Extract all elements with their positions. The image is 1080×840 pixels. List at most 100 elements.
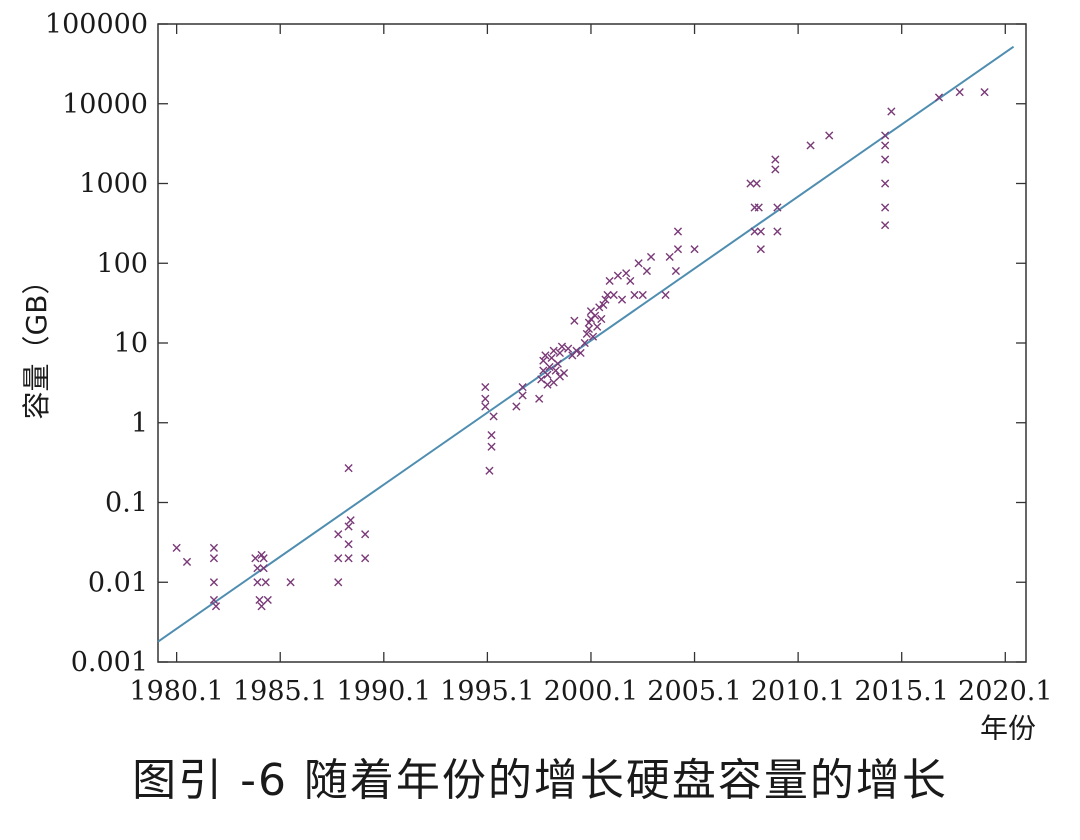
data-point <box>773 203 782 212</box>
data-point <box>549 378 558 387</box>
data-point <box>570 316 579 325</box>
data-point <box>547 353 556 363</box>
data-point <box>487 442 496 451</box>
data-point <box>756 227 765 236</box>
data-point <box>626 276 635 286</box>
x-tick-label: 1995.1 <box>440 676 534 707</box>
data-point <box>255 595 264 605</box>
data-point <box>481 394 490 403</box>
data-point <box>555 348 564 358</box>
y-axis-label: 容量（GB） <box>20 267 53 420</box>
data-point <box>887 107 896 116</box>
data-point <box>549 346 558 355</box>
data-point <box>209 595 219 605</box>
x-tick-label: 2015.1 <box>854 676 948 707</box>
y-tick-label: 1000 <box>79 169 148 200</box>
x-axis-label: 年份 <box>980 712 1036 740</box>
data-point <box>564 344 573 353</box>
data-point <box>754 203 763 212</box>
data-point <box>344 464 353 473</box>
data-point <box>603 290 612 300</box>
data-point <box>209 578 219 587</box>
data-point <box>489 412 498 421</box>
y-tick-label: 100000 <box>45 9 148 40</box>
data-point <box>634 259 643 268</box>
scatter-chart: 0.001 0.01 0.1 1 10 100 1000 10000 100000 1980.1… <box>20 9 1053 740</box>
plot-frame <box>157 23 1027 663</box>
data-point <box>771 165 780 174</box>
data-point <box>771 155 780 164</box>
data-point <box>182 557 192 566</box>
data-point <box>334 530 343 539</box>
data-point <box>572 346 581 355</box>
data-point <box>361 554 370 563</box>
data-point <box>593 322 602 331</box>
y-tick-label: 0.001 <box>71 647 148 678</box>
data-point <box>261 578 270 587</box>
data-point <box>344 522 353 531</box>
y-tick-label: 0.1 <box>105 488 148 519</box>
data-point <box>642 266 651 276</box>
data-point <box>756 245 765 254</box>
y-tick-label: 10000 <box>62 89 148 120</box>
y-tick-label: 10 <box>114 328 148 359</box>
data-point <box>518 382 527 392</box>
data-point <box>334 554 343 563</box>
figure-caption: 图引 -6 随着年份的增长硬盘容量的增长 <box>132 755 948 806</box>
data-point <box>557 342 567 351</box>
data-point <box>881 131 890 140</box>
data-point <box>881 179 890 188</box>
data-point <box>541 351 550 360</box>
data-point <box>539 356 548 365</box>
data-point <box>344 554 353 563</box>
data-point <box>584 324 593 334</box>
data-point <box>344 540 353 549</box>
data-point <box>551 366 560 375</box>
data-point <box>806 141 815 150</box>
data-point <box>543 380 552 389</box>
x-axis: 1980.1 1985.1 1990.1 1995.1 2000.1 2005.1 2010… <box>129 24 1053 707</box>
data-point <box>582 329 591 339</box>
data-point <box>263 595 272 605</box>
data-point <box>613 271 622 280</box>
data-point <box>955 88 964 97</box>
data-point <box>881 141 890 150</box>
data-point <box>512 402 521 411</box>
data-point <box>630 290 639 300</box>
data-point <box>559 368 569 378</box>
data-point <box>346 516 355 525</box>
data-point <box>518 391 527 400</box>
data-point <box>580 338 589 348</box>
data-point <box>881 221 890 230</box>
y-axis: 0.001 0.01 0.1 1 10 100 1000 10000 100000 <box>45 9 1026 678</box>
data-point <box>980 88 989 97</box>
data-point <box>752 179 761 188</box>
data-point <box>576 348 585 358</box>
x-tick-label: 1990.1 <box>337 676 431 707</box>
x-tick-label: 2010.1 <box>751 676 845 707</box>
data-point <box>253 578 262 587</box>
data-point <box>334 578 343 587</box>
data-point <box>661 290 670 300</box>
data-point <box>545 362 554 372</box>
data-point <box>825 131 834 140</box>
data-point <box>599 300 608 310</box>
x-tick-label: 1985.1 <box>233 676 327 707</box>
plot-area <box>157 23 1027 663</box>
data-point <box>251 554 260 563</box>
data-point <box>286 578 295 587</box>
data-point <box>588 332 598 341</box>
data-point <box>535 394 544 403</box>
data-point <box>211 602 221 611</box>
data-point <box>481 382 490 392</box>
data-point <box>172 543 181 552</box>
data-point <box>665 252 674 262</box>
data-point <box>934 93 944 102</box>
data-point <box>553 359 562 368</box>
x-tick-label: 2000.1 <box>544 676 638 707</box>
data-point <box>481 402 490 411</box>
data-point <box>253 564 262 573</box>
data-point <box>673 227 683 236</box>
data-point <box>881 203 890 212</box>
scatter-points <box>172 88 989 611</box>
